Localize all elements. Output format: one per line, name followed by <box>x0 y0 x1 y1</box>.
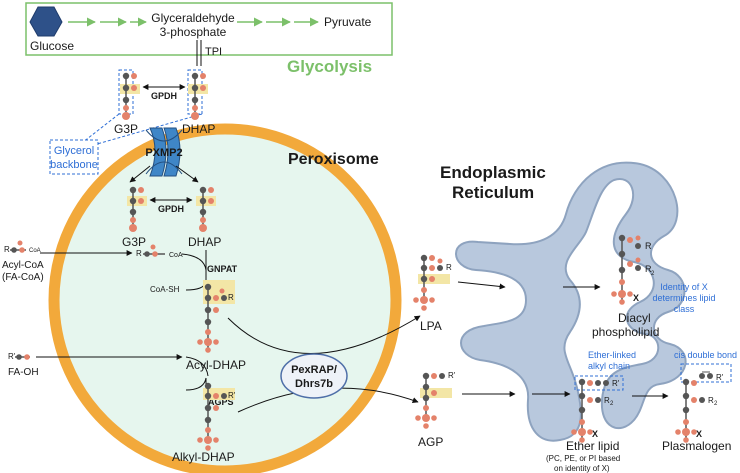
svg-text:R: R <box>645 241 652 251</box>
identity-note-line1: Identity of X <box>660 282 708 292</box>
acyl-coa-molecule: R CoA <box>4 240 41 254</box>
plasmalogen-molecule: R' R 2 X <box>675 371 724 443</box>
lpa-label: LPA <box>420 319 442 333</box>
svg-text:CoA: CoA <box>29 248 41 254</box>
svg-text:R: R <box>645 264 652 274</box>
svg-text:2: 2 <box>714 401 718 407</box>
dhap-label-top: DHAP <box>182 122 215 136</box>
svg-text:R: R <box>446 263 452 272</box>
acyl-coa-inside: R CoA <box>136 244 183 259</box>
svg-text:R': R' <box>716 373 724 382</box>
g3p-label-top: G3P <box>114 122 138 136</box>
peroxisome-title: Peroxisome <box>288 151 379 168</box>
alkyl-dhap-molecule: R' <box>197 382 236 451</box>
tpi-equilibrium-arrow <box>196 40 202 66</box>
identity-note-line2: determines lipid <box>652 293 715 303</box>
ether-lipid-label: Ether lipid <box>566 439 619 453</box>
svg-text:X: X <box>633 293 639 303</box>
svg-text:R: R <box>136 249 142 258</box>
glyceraldehyde-label: Glyceraldehyde <box>151 11 235 25</box>
gnpat-label: GNPAT <box>207 264 238 274</box>
fa-oh-molecule: R' <box>8 352 30 361</box>
lpa-molecule: R <box>413 254 452 311</box>
acyl-coa-label: Acyl-CoA <box>2 260 44 271</box>
alkyl-dhap-label: Alkyl-DHAP <box>172 450 235 464</box>
diacyl-label: Diacyl <box>618 311 651 325</box>
pyruvate-label: Pyruvate <box>324 15 372 29</box>
glycerol-label: Glycerol <box>54 145 94 157</box>
agps-label: AGPS <box>208 397 234 407</box>
fa-oh-label: FA-OH <box>8 367 39 378</box>
er-title-line1: Endoplasmic <box>440 163 546 182</box>
svg-text:R: R <box>604 396 610 405</box>
dhap-label-inside: DHAP <box>188 235 221 249</box>
svg-text:R: R <box>4 245 10 254</box>
gpdh-label-inside: GPDH <box>158 204 184 214</box>
svg-text:2: 2 <box>651 271 655 277</box>
ether-lipid-molecule: R' R 2 X <box>571 378 620 443</box>
cis-bond-label: cis double bond <box>674 350 737 360</box>
svg-text:R': R' <box>448 371 456 380</box>
glycolysis-title: Glycolysis <box>287 57 372 76</box>
svg-text:R': R' <box>8 352 16 361</box>
svg-text:CoA: CoA <box>169 252 183 259</box>
glucose-label: Glucose <box>30 39 74 53</box>
diacyl-phospholipid-molecule: R R 2 X <box>611 234 655 305</box>
identity-note-line3: class <box>674 304 695 314</box>
svg-text:2: 2 <box>610 401 614 407</box>
gpdh-label-top: GPDH <box>151 91 177 101</box>
svg-text:X: X <box>696 429 702 439</box>
agp-label: AGP <box>418 435 443 449</box>
pxmp2-label: PXMP2 <box>145 147 182 159</box>
three-phosphate-label: 3-phosphate <box>160 25 227 39</box>
ether-note-line2: on identity of X) <box>554 464 610 473</box>
dhap-molecule-top <box>188 72 208 120</box>
svg-text:R': R' <box>228 391 236 400</box>
g3p-molecule-inside <box>127 186 147 232</box>
g3p-label-inside: G3P <box>122 235 146 249</box>
cis-bond-box <box>680 363 732 383</box>
backbone-label: backbone <box>50 159 98 171</box>
glucose-hexagon-icon <box>29 6 63 37</box>
dhap-molecule-inside <box>196 186 216 232</box>
coa-sh-label: CoA-SH <box>150 285 180 294</box>
g3p-molecule-top <box>120 72 140 120</box>
phospholipid-label: phospholipid <box>592 325 659 339</box>
svg-text:X: X <box>592 429 598 439</box>
pexrap-enzyme-oval <box>280 353 348 399</box>
acyl-dhap-molecule: R <box>197 280 235 353</box>
svg-text:R': R' <box>612 379 620 388</box>
ether-chain-box <box>574 375 624 391</box>
glycerol-backbone-callout <box>49 139 99 175</box>
ether-note-line1: (PC, PE, or PI based <box>546 454 620 463</box>
endoplasmic-reticulum-organelle <box>455 161 687 442</box>
tpi-label: TPI <box>205 46 222 58</box>
pxmp2-transporter-icon <box>145 127 183 177</box>
svg-text:R: R <box>708 396 714 405</box>
acyl-dhap-label: Acyl-DHAP <box>186 358 246 372</box>
er-title-line2: Reticulum <box>452 183 534 202</box>
ether-chain-label-line1: Ether-linked <box>588 350 636 360</box>
agp-molecule: R' <box>415 371 456 429</box>
pexrap-label: PexRAP/ <box>291 364 337 376</box>
dhrs7b-label: Dhrs7b <box>295 378 333 390</box>
glycolysis-box: Glucose Glyceraldehyde 3-phosphate Pyruv… <box>25 2 393 56</box>
plasmalogen-label: Plasmalogen <box>662 439 731 453</box>
fa-coa-label: (FA-CoA) <box>2 272 44 283</box>
ether-chain-label-line2: alkyl chain <box>588 361 630 371</box>
svg-text:R: R <box>228 293 234 302</box>
